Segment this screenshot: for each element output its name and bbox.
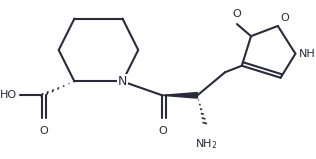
Text: O: O bbox=[40, 126, 48, 136]
Text: O: O bbox=[233, 9, 241, 19]
Text: N: N bbox=[118, 75, 127, 88]
Text: O: O bbox=[281, 13, 289, 23]
Text: HO: HO bbox=[0, 90, 17, 100]
Text: NH: NH bbox=[299, 49, 316, 59]
Text: NH$_2$: NH$_2$ bbox=[195, 137, 218, 151]
Polygon shape bbox=[162, 93, 198, 98]
Text: O: O bbox=[159, 126, 167, 136]
